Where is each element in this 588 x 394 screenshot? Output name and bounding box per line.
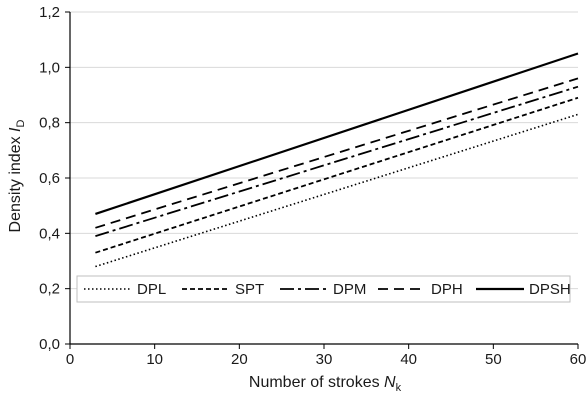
- axes: [69, 12, 578, 345]
- x-tick-label: 60: [570, 351, 587, 368]
- y-tick-labels: 0,0 0,2 0,4 0,6 0,8 1,0 1,2: [39, 4, 60, 353]
- x-tick-labels: 0 10 20 30 40 50 60: [66, 351, 587, 368]
- legend: DPL SPT DPM DPH DPSH: [76, 275, 571, 303]
- y-tick-label: 0,0: [39, 336, 60, 353]
- legend-label-dpm: DPM: [333, 281, 366, 298]
- series-line-spt: [95, 96, 579, 254]
- y-tick-label: 0,2: [39, 281, 60, 298]
- x-tick-label: 20: [231, 351, 248, 368]
- legend-label-dpsh: DPSH: [529, 281, 571, 298]
- y-tick-label: 0,8: [39, 115, 60, 132]
- series-line-dpm: [95, 85, 579, 237]
- y-tick-label: 0,4: [39, 225, 60, 242]
- series-lines: [95, 52, 579, 268]
- series-line-dpsh: [95, 52, 579, 216]
- y-axis-title: Density index ID: [7, 120, 27, 233]
- y-tick-label: 1,0: [39, 59, 60, 76]
- legend-label-dpl: DPL: [137, 281, 166, 298]
- legend-label-dph: DPH: [431, 281, 463, 298]
- y-tick-label: 1,2: [39, 4, 60, 21]
- series-line-dpl: [95, 113, 579, 268]
- x-axis-title: Number of strokes Nk: [249, 374, 402, 394]
- x-tick-label: 0: [66, 351, 74, 368]
- series-line-dph: [95, 77, 579, 229]
- y-tick-label: 0,6: [39, 170, 60, 187]
- x-tick-label: 40: [400, 351, 417, 368]
- x-tick-label: 10: [146, 351, 163, 368]
- x-tick-label: 30: [316, 351, 333, 368]
- x-tick-label: 50: [485, 351, 502, 368]
- legend-label-spt: SPT: [235, 281, 264, 298]
